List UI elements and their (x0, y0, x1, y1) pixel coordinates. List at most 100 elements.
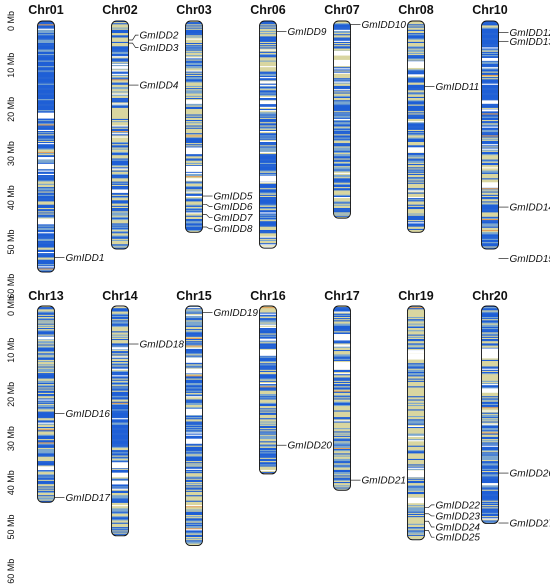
gene-label-gmidd11: GmIDD11 (436, 82, 480, 93)
gene-leader-line (424, 504, 435, 508)
gene-label-gmidd1: GmIDD1 (66, 253, 105, 264)
chromosome-title: Chr17 (324, 289, 359, 303)
chromosome-title: Chr16 (250, 289, 285, 303)
chromosome-title: Chr15 (176, 289, 211, 303)
axis-tick-label: 30 Mb (6, 141, 16, 166)
axis-tick-label: 40 Mb (6, 470, 16, 495)
axis-tick-label: 40 Mb (6, 185, 16, 210)
chromosome-outline (37, 305, 55, 503)
chromosome-outline (259, 20, 277, 249)
chromosome-title: Chr13 (28, 289, 63, 303)
gene-label-gmidd16: GmIDD16 (66, 409, 111, 420)
gene-label-gmidd2: GmIDD2 (140, 31, 179, 42)
axis-tick-label: 10 Mb (6, 338, 16, 363)
axis-tick-label: 60 Mb (6, 559, 16, 584)
gene-leader-line (424, 513, 435, 517)
gene-label-gmidd9: GmIDD9 (288, 27, 327, 38)
gene-label-gmidd13: GmIDD13 (510, 37, 550, 48)
gene-label-gmidd3: GmIDD3 (140, 43, 179, 54)
gene-label-gmidd25: GmIDD25 (436, 533, 481, 544)
chromosome-title: Chr14 (102, 289, 137, 303)
gene-label-gmidd5: GmIDD5 (214, 192, 253, 203)
density-bands (37, 306, 55, 503)
chromosome-outline (333, 20, 351, 219)
chromosome-outline (111, 20, 129, 250)
chromosome-chr20: Chr20 GmIDD26 GmIDD27 (472, 289, 550, 530)
gene-label-gmidd24: GmIDD24 (436, 523, 481, 534)
chromosome-title: Chr10 (472, 3, 507, 17)
chromosome-title: Chr20 (472, 289, 507, 303)
axis-tick-label: 0 Mb (6, 11, 16, 31)
gene-label-gmidd26: GmIDD26 (510, 469, 550, 480)
chromosome-title: Chr01 (28, 3, 63, 17)
gene-leader-line (202, 204, 213, 207)
chromosome-chr08: Chr08 GmIDD11 (398, 3, 480, 233)
gene-label-gmidd19: GmIDD19 (214, 308, 259, 319)
gene-label-gmidd27: GmIDD27 (510, 519, 550, 530)
gene-leader-line (424, 530, 435, 538)
density-bands (407, 306, 425, 540)
gene-label-gmidd21: GmIDD21 (362, 476, 406, 487)
density-bands (185, 306, 203, 546)
gene-leader-line (128, 34, 139, 41)
gene-leader-line (202, 226, 213, 230)
gene-label-gmidd17: GmIDD17 (66, 493, 111, 504)
axis-tick-label: 20 Mb (6, 97, 16, 122)
gene-label-gmidd12: GmIDD12 (510, 28, 550, 39)
chromosome-title: Chr03 (176, 3, 211, 17)
density-bands (111, 21, 129, 250)
density-bands (259, 306, 277, 474)
chromosome-outline (185, 305, 203, 547)
chromosome-chr16: Chr16 GmIDD20 (250, 289, 332, 475)
gene-label-gmidd4: GmIDD4 (140, 81, 179, 92)
gene-leader-line (128, 42, 139, 48)
chromosome-outline (481, 305, 499, 524)
chromosome-outline (333, 305, 351, 491)
density-bands (407, 21, 425, 233)
density-bands (259, 21, 277, 249)
density-bands (333, 21, 351, 219)
density-bands (185, 21, 203, 233)
chromosome-outline (481, 20, 499, 250)
gene-leader-line (202, 214, 213, 219)
chromosome-chr13: Chr13 GmIDD16 GmIDD17 (28, 289, 110, 504)
gene-label-gmidd15: GmIDD15 (510, 254, 550, 265)
chromosome-outline (37, 20, 55, 273)
gene-label-gmidd7: GmIDD7 (214, 213, 253, 224)
chromosome-title: Chr02 (102, 3, 137, 17)
chromosome-chr14: Chr14 GmIDD18 (102, 289, 185, 537)
gene-leader-line (424, 520, 435, 528)
axis-tick-label: 10 Mb (6, 53, 16, 78)
chromosome-outline (111, 305, 129, 537)
chromosome-title: Chr07 (324, 3, 359, 17)
chromosome-chr17: Chr17 GmIDD21 (324, 289, 406, 491)
density-bands (37, 21, 55, 273)
gene-label-gmidd8: GmIDD8 (214, 224, 253, 235)
density-bands (333, 306, 351, 491)
axis-tick-label: 60 Mb (6, 274, 16, 299)
gene-label-gmidd23: GmIDD23 (436, 511, 481, 522)
chromosome-outline (185, 20, 203, 233)
chromosome-outline (407, 20, 425, 233)
gene-label-gmidd14: GmIDD14 (510, 203, 550, 214)
chromosome-outline (259, 305, 277, 475)
chromosome-title: Chr08 (398, 3, 433, 17)
axis-tick-label: 50 Mb (6, 229, 16, 254)
axis-tick-label: 30 Mb (6, 426, 16, 451)
density-bands (481, 21, 499, 250)
chromosome-title: Chr19 (398, 289, 433, 303)
gene-label-gmidd10: GmIDD10 (362, 20, 407, 31)
axis-tick-label: 0 Mb (6, 296, 16, 316)
gene-label-gmidd6: GmIDD6 (214, 202, 253, 213)
chromosome-title: Chr06 (250, 3, 285, 17)
gene-label-gmidd18: GmIDD18 (140, 340, 185, 351)
axis-tick-label: 50 Mb (6, 514, 16, 539)
